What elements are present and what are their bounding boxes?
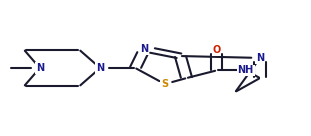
Text: S: S [161, 79, 168, 89]
Text: N: N [96, 63, 104, 73]
Text: N: N [141, 44, 149, 54]
Text: N: N [36, 63, 44, 73]
Text: O: O [212, 45, 220, 55]
Text: N: N [256, 53, 264, 63]
Text: NH: NH [238, 65, 254, 75]
